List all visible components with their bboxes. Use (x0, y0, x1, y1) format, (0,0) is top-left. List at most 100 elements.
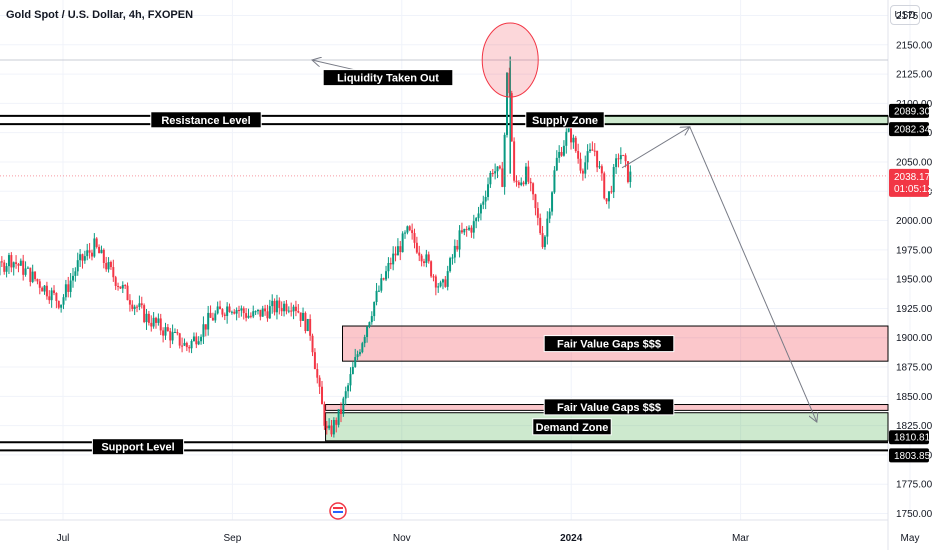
candle-body (415, 242, 418, 253)
candle-body (145, 313, 148, 323)
candle-body (325, 425, 328, 429)
candle-body (93, 238, 96, 257)
candle-body (444, 279, 447, 287)
candle-body (508, 72, 511, 94)
candle-body (385, 271, 388, 280)
candle-body (422, 261, 425, 264)
candle-body (15, 262, 18, 264)
candle-body (570, 123, 573, 143)
candle-body (534, 194, 537, 209)
candle-body (95, 238, 98, 247)
candle-body (202, 324, 205, 337)
candle-body (323, 404, 326, 426)
candle-body (612, 167, 615, 193)
price-tick-label: 2175.00 (896, 11, 932, 22)
candle-body (342, 398, 345, 415)
candle-body (53, 290, 56, 293)
candle-body (328, 425, 331, 429)
currency-button[interactable]: USD (890, 5, 920, 25)
time-tick-label: Jul (57, 533, 70, 544)
candle-body (546, 218, 549, 237)
candle-body (439, 282, 442, 287)
candle-body (126, 285, 129, 301)
candle-body (553, 170, 556, 193)
candle-body (460, 230, 463, 233)
candle-body (532, 183, 535, 195)
price-tag: 1803.85 (889, 448, 931, 463)
candle-body (529, 181, 532, 184)
label-demand-zone: Demand Zone (532, 418, 612, 436)
candle-body (90, 252, 93, 257)
candle-body (577, 150, 580, 159)
candle-body (114, 277, 117, 286)
candle-body (574, 137, 577, 151)
candle-body (619, 155, 622, 160)
candle-body (458, 230, 461, 250)
candle-body (579, 158, 582, 171)
candle-body (261, 308, 264, 317)
candle-body (313, 352, 316, 370)
candle-body (254, 311, 257, 313)
price-tick-label: 2000.00 (896, 216, 932, 227)
price-tick-label: 1775.00 (896, 480, 932, 491)
candle-body (543, 236, 546, 248)
candle-body (188, 347, 191, 349)
candle-body (195, 336, 198, 345)
price-axis: 2175.002150.002125.002100.002075.002050.… (889, 11, 932, 520)
candle-body (451, 257, 454, 259)
svg-text:2082.34: 2082.34 (894, 125, 931, 136)
candle-body (105, 262, 108, 270)
candle-body (591, 149, 594, 151)
candle-body (441, 279, 444, 283)
candle-body (166, 327, 169, 332)
candle-body (406, 226, 409, 233)
candle-body (430, 261, 433, 277)
candle-body (102, 249, 105, 263)
candle-body (411, 230, 414, 234)
candle-body (505, 72, 508, 135)
candle-body (413, 233, 416, 243)
candle-body (562, 145, 565, 156)
candle-body (482, 201, 485, 205)
candle-body (41, 287, 44, 292)
candle-body (299, 312, 302, 321)
candle-body (109, 262, 112, 268)
candle-body (356, 354, 359, 358)
candle-body (624, 155, 627, 162)
candle-body (368, 322, 371, 327)
candle-body (494, 171, 497, 174)
label-support: Support Level (91, 438, 185, 456)
candle-body (555, 157, 558, 171)
candle-body (121, 285, 124, 289)
chart-title: Gold Spot / U.S. Dollar, 4h, FXOPEN (6, 9, 194, 21)
candle-body (389, 262, 392, 265)
candle-body (446, 271, 449, 287)
candle-body (589, 149, 592, 152)
svg-text:Liquidity Taken Out: Liquidity Taken Out (337, 73, 439, 85)
candle-body (240, 308, 243, 311)
candle-body (584, 162, 587, 174)
label-supply-zone: Supply Zone (525, 111, 605, 129)
candle-body (434, 276, 437, 288)
candle-body (598, 166, 601, 168)
candle-body (321, 386, 324, 405)
candle-body (337, 409, 340, 425)
candle-body (150, 322, 153, 327)
projection-arrow-1 (689, 126, 817, 422)
candle-body (309, 319, 312, 336)
candle-body (339, 409, 342, 415)
candle-body (200, 336, 203, 342)
candle-body (79, 254, 82, 261)
candle-body (117, 285, 120, 287)
candle-body (124, 285, 127, 287)
svg-text:Fair Value Gaps $$$: Fair Value Gaps $$$ (557, 339, 661, 351)
price-tag: 2082.34 (889, 122, 931, 137)
label-fvg-1: Fair Value Gaps $$$ (543, 335, 675, 353)
candle-body (128, 300, 131, 305)
candle-body (375, 290, 378, 303)
candle-body (98, 246, 101, 254)
candle-body (76, 260, 79, 272)
candle-body (404, 232, 407, 234)
time-tick-label: Nov (393, 533, 411, 544)
